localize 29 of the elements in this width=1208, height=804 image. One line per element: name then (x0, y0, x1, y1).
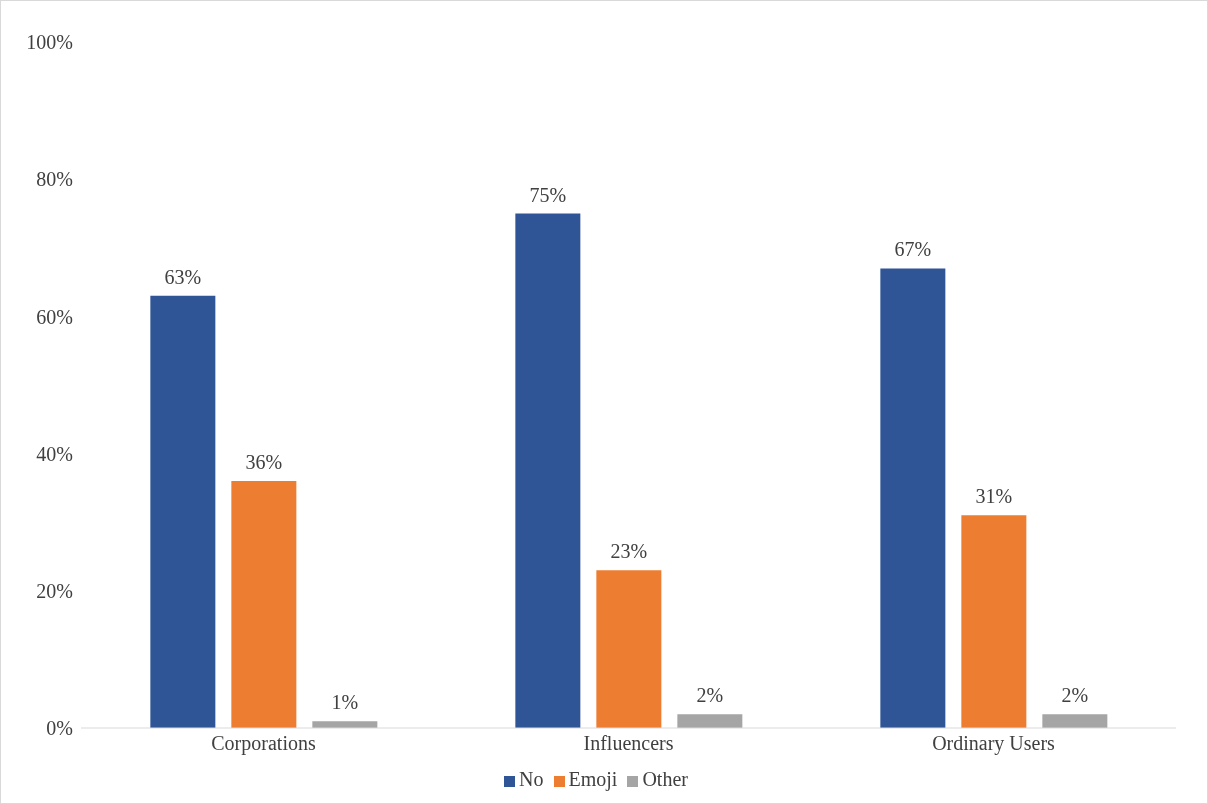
data-label: 67% (894, 238, 932, 261)
data-label: 23% (610, 540, 648, 563)
y-tick-label: 40% (36, 442, 73, 465)
y-tick-label: 100% (26, 31, 73, 54)
y-tick-label: 80% (36, 168, 73, 191)
y-tick-label: 0% (46, 717, 73, 740)
legend-label: Other (642, 768, 688, 790)
bar (880, 268, 946, 728)
data-label: 2% (696, 684, 724, 707)
legend-label: No (519, 768, 544, 790)
data-label: 36% (245, 451, 283, 474)
x-tick-label: Corporations (211, 732, 316, 756)
data-label: 1% (331, 691, 359, 714)
legend-label: Emoji (568, 768, 618, 790)
bar (231, 481, 297, 728)
y-tick-label: 60% (36, 305, 73, 328)
data-label: 75% (529, 183, 567, 206)
x-tick-label: Influencers (583, 732, 674, 755)
y-tick-label: 20% (36, 579, 73, 602)
bar (961, 515, 1027, 728)
data-label: 63% (164, 265, 202, 288)
data-label: 2% (1061, 684, 1089, 707)
bar (596, 570, 662, 728)
x-tick-label: Ordinary Users (932, 732, 1056, 756)
data-label: 31% (975, 485, 1013, 508)
bar (1042, 714, 1108, 728)
bar (677, 714, 743, 728)
bar (150, 295, 216, 728)
bar (515, 213, 581, 728)
